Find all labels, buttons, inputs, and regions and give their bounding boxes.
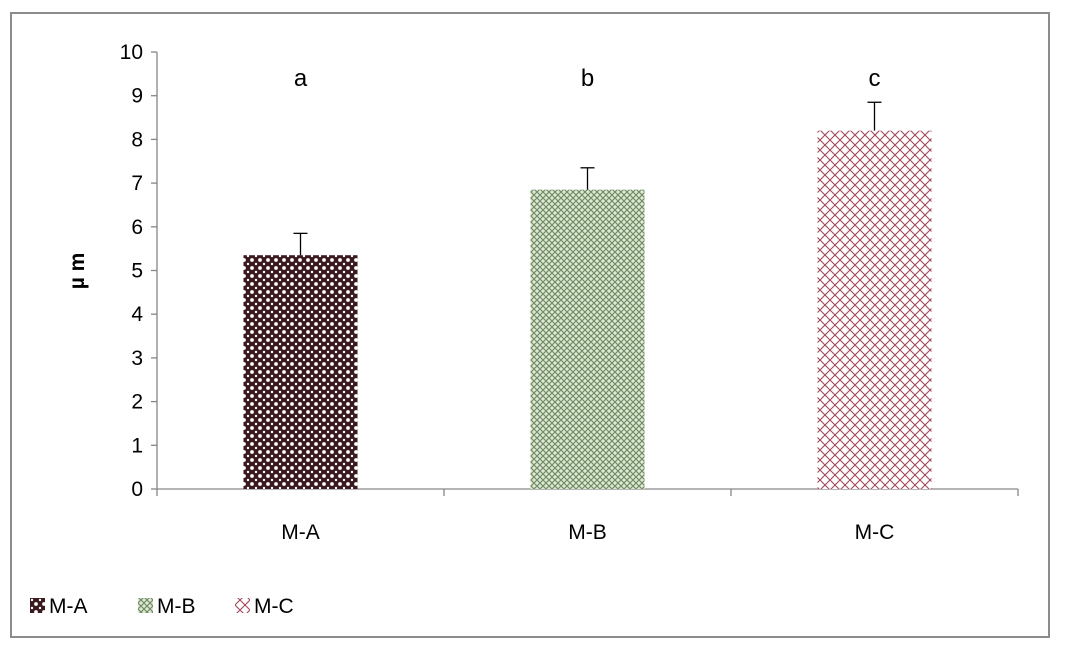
legend-item-m-b: M-B [138,595,196,618]
y-tick-label: 1 [131,434,143,457]
legend-swatch [235,598,250,613]
legend-item-m-c: M-C [235,595,294,618]
y-tick-label: 6 [131,216,143,239]
bar-m-a [243,255,358,489]
significance-label: a [294,65,308,92]
bar-m-c [817,130,932,489]
significance-label: b [581,65,594,92]
x-category-label: M-A [281,521,320,544]
x-category-label: M-C [855,521,895,544]
legend-label: M-B [157,595,196,618]
y-axis-label: µ m [66,253,89,290]
significance-label: c [869,65,881,92]
bar-m-b [530,189,645,489]
legend-label: M-A [49,595,88,618]
y-tick-label: 3 [131,347,143,370]
y-tick-label: 9 [131,85,143,108]
y-tick-label: 10 [120,41,143,64]
y-tick-label: 2 [131,391,143,414]
legend-swatch [30,598,45,613]
legend-item-m-a: M-A [30,595,88,618]
y-tick-label: 0 [131,478,143,501]
legend-label: M-C [254,595,294,618]
legend-swatch [138,598,153,613]
y-tick-label: 8 [131,128,143,151]
x-category-label: M-B [568,521,607,544]
y-tick-label: 5 [131,260,143,283]
y-tick-label: 4 [131,303,143,326]
y-tick-label: 7 [131,172,143,195]
